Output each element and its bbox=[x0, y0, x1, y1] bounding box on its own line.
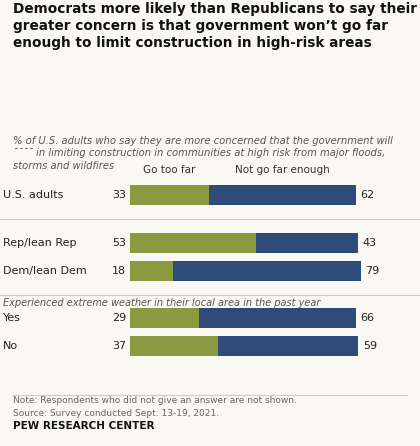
Text: 66: 66 bbox=[360, 314, 374, 323]
Text: 18: 18 bbox=[112, 266, 126, 276]
Text: Not go far enough: Not go far enough bbox=[235, 165, 330, 175]
Text: PEW RESEARCH CENTER: PEW RESEARCH CENTER bbox=[13, 421, 154, 431]
Text: Source: Survey conducted Sept. 13-19, 2021.: Source: Survey conducted Sept. 13-19, 20… bbox=[13, 409, 218, 418]
Text: 79: 79 bbox=[365, 266, 379, 276]
Bar bbox=[130, 185, 209, 205]
Bar bbox=[209, 185, 356, 205]
Bar bbox=[130, 260, 173, 281]
Text: Go too far: Go too far bbox=[143, 165, 196, 175]
Text: 43: 43 bbox=[363, 238, 377, 248]
Text: 62: 62 bbox=[360, 190, 375, 200]
Bar bbox=[130, 233, 256, 253]
Text: 53: 53 bbox=[112, 238, 126, 248]
Text: U.S. adults: U.S. adults bbox=[3, 190, 63, 200]
Text: 33: 33 bbox=[112, 190, 126, 200]
Text: Dem/lean Dem: Dem/lean Dem bbox=[3, 266, 87, 276]
Text: Democrats more likely than Republicans to say their
greater concern is that gove: Democrats more likely than Republicans t… bbox=[13, 2, 417, 50]
Bar bbox=[218, 336, 358, 356]
Bar bbox=[199, 309, 356, 328]
Text: Yes: Yes bbox=[3, 314, 21, 323]
Bar bbox=[130, 309, 199, 328]
Text: 59: 59 bbox=[363, 341, 377, 351]
Bar bbox=[256, 233, 358, 253]
Text: Note: Respondents who did not give an answer are not shown.: Note: Respondents who did not give an an… bbox=[13, 396, 297, 405]
Bar bbox=[130, 336, 218, 356]
Text: No: No bbox=[3, 341, 18, 351]
Text: Experienced extreme weather in their local area in the past year: Experienced extreme weather in their loc… bbox=[3, 298, 320, 308]
Text: 29: 29 bbox=[112, 314, 126, 323]
Bar bbox=[173, 260, 361, 281]
Text: 37: 37 bbox=[112, 341, 126, 351]
Text: Rep/lean Rep: Rep/lean Rep bbox=[3, 238, 76, 248]
Text: % of U.S. adults who say they are more concerned that the government will
¯¯¯¯ i: % of U.S. adults who say they are more c… bbox=[13, 136, 392, 171]
